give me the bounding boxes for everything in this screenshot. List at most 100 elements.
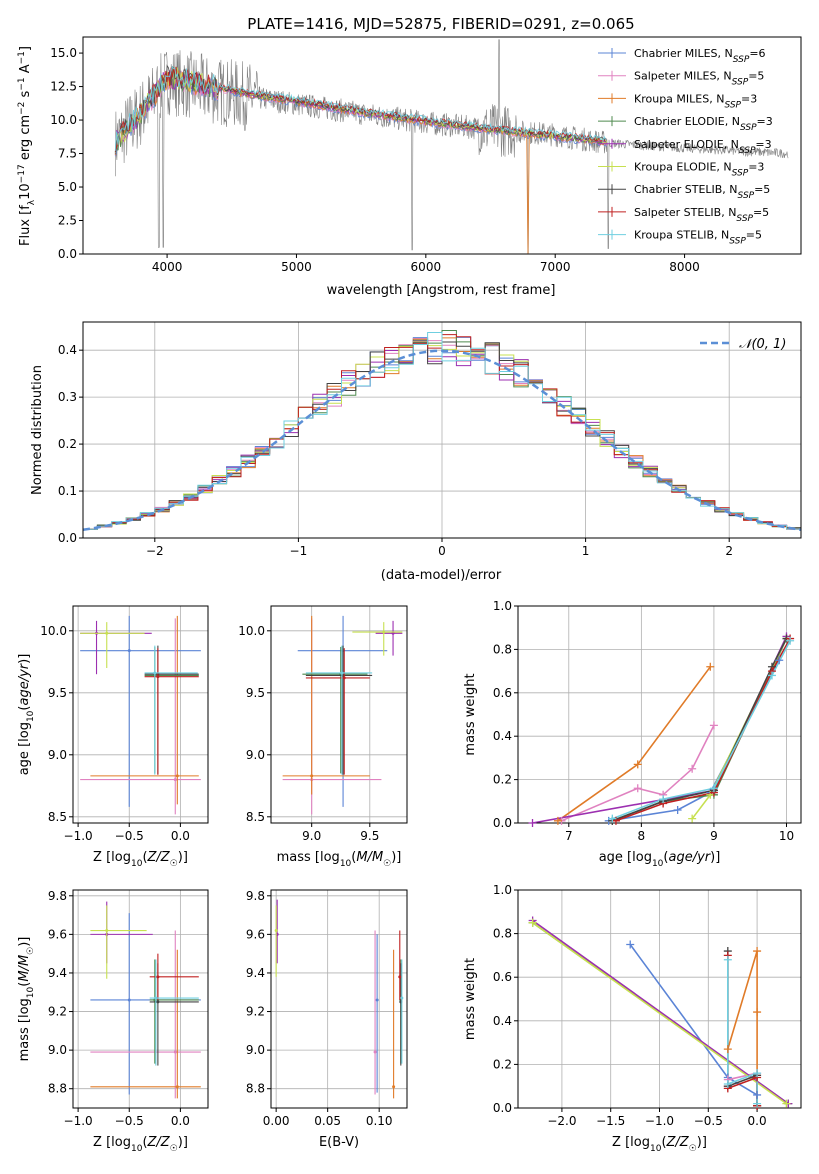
label-part: E(B-V) xyxy=(319,1135,359,1150)
label-part: Chabrier ELODIE, N xyxy=(634,115,740,128)
y-tick-label: 9.2 xyxy=(246,1005,265,1019)
series-line xyxy=(612,638,788,822)
series-marker xyxy=(709,721,718,730)
axes-frame xyxy=(72,889,209,1109)
x-tick-label: 0 xyxy=(438,544,446,558)
data-point xyxy=(398,975,402,979)
label-part: −17 xyxy=(17,164,27,183)
label-part: −1 xyxy=(17,77,27,90)
label-part: SSP xyxy=(732,78,749,88)
y-tick-label: 0.2 xyxy=(58,437,77,451)
series-marker xyxy=(659,795,668,804)
label-part: 10 xyxy=(131,859,143,869)
y-tick-label: 9.0 xyxy=(48,748,67,762)
legend-entry: Salpeter ELODIE, NSSP=3 xyxy=(634,138,772,156)
plot-area xyxy=(83,330,801,532)
legend-entry: Chabrier MILES, NSSP=6 xyxy=(634,47,766,65)
label-part: SSP xyxy=(738,191,755,201)
data-point xyxy=(153,671,157,675)
label-part: Salpeter ELODIE, N xyxy=(634,138,739,151)
data-point xyxy=(156,975,160,979)
series-marker xyxy=(626,940,635,949)
plot-area xyxy=(90,901,201,1099)
series-marker xyxy=(673,805,682,814)
x-tick-label: 7 xyxy=(565,829,573,843)
data-point xyxy=(154,996,158,1000)
y-axis-label: Normed distribution xyxy=(30,365,45,495)
series-line xyxy=(532,919,789,1105)
label-part: ☉ xyxy=(170,859,178,869)
y-tick-label: 0.0 xyxy=(58,531,77,545)
legend-entry: 𝒩(0, 1) xyxy=(739,337,786,352)
label-part: Z/Z xyxy=(666,1135,690,1150)
series-marker xyxy=(753,1090,762,1099)
label-part: age [log xyxy=(17,722,32,775)
x-tick-label: −1 xyxy=(290,544,308,558)
series-marker xyxy=(723,1080,732,1089)
label-part: Z/Z xyxy=(147,850,171,865)
y-tick-label: 0.8 xyxy=(493,642,512,656)
model-spectrum-line xyxy=(114,70,608,156)
label-part: )] xyxy=(710,850,720,865)
y-tick-label: 8.5 xyxy=(48,810,67,824)
label-part: ( xyxy=(661,1135,666,1150)
series-marker xyxy=(528,918,537,927)
series-line xyxy=(727,955,758,1106)
x-tick-label: −2 xyxy=(146,544,164,558)
series-marker xyxy=(688,814,697,823)
y-tick-label: 0.0 xyxy=(58,247,77,261)
data-point xyxy=(175,774,179,778)
label-part: =3 xyxy=(757,115,773,128)
data-point xyxy=(105,631,109,635)
plot-area xyxy=(532,919,789,1106)
series-marker xyxy=(723,1045,732,1054)
label-part: mass [log xyxy=(17,998,32,1061)
y-tick-label: 2.5 xyxy=(58,214,77,228)
mass-age-axes: 9.0 9.5 8.5 9.0 9.5 10.0 xyxy=(238,605,408,843)
x-tick-label: 8 xyxy=(638,829,646,843)
data-spectrum-line xyxy=(115,39,789,253)
chart-title: PLATE=1416, MJD=52875, FIBERID=0291, z=0… xyxy=(247,15,634,33)
label-part: erg cm xyxy=(18,115,33,164)
y-tick-label: 9.0 xyxy=(246,748,265,762)
x-tick-label: 9.5 xyxy=(360,829,379,843)
label-part: age/yr xyxy=(17,662,32,705)
series-marker xyxy=(633,760,642,769)
x-tick-label: −1.0 xyxy=(64,829,93,843)
x-tick-label: 10 xyxy=(779,829,794,843)
label-part: Z/Z xyxy=(147,1135,171,1150)
label-part: ☉ xyxy=(689,1144,697,1154)
label-part: 10 xyxy=(131,1144,143,1154)
y-tick-label: 9.8 xyxy=(48,889,67,903)
data-point xyxy=(173,1050,177,1054)
label-part: A xyxy=(18,64,33,77)
series-marker xyxy=(782,1099,791,1108)
label-part: 10 xyxy=(26,986,36,998)
x-axis-label: Z [log10(Z/Z☉)] xyxy=(612,1135,707,1154)
label-part: )] xyxy=(391,850,401,865)
label-part: age/yr xyxy=(668,850,711,865)
series-marker xyxy=(706,662,715,671)
label-part: )] xyxy=(178,850,188,865)
y-tick-label: 8.5 xyxy=(246,810,265,824)
y-tick-label: 8.8 xyxy=(246,1082,265,1096)
plot-area xyxy=(80,615,201,815)
label-part: SSP xyxy=(733,55,750,65)
y-tick-label: 12.5 xyxy=(50,80,77,94)
z-weight-axes: −2.0 −1.5 −1.0 −0.5 0.0 0.0 0.2 0.4 0.6 0.8 1.0 xyxy=(493,883,802,1128)
y-axis-label: age [log10(age/yr)] xyxy=(17,654,36,776)
y-tick-label: 0.2 xyxy=(493,1057,512,1071)
label-part: SSP xyxy=(740,123,757,133)
y-axis-label: Flux [fλ10−17 erg cm−2 s−1 A−1] xyxy=(17,46,37,246)
y-tick-label: 9.0 xyxy=(48,1043,67,1057)
y-tick-label: 0.4 xyxy=(493,729,512,743)
y-tick-label: 0.0 xyxy=(493,1101,512,1115)
label-part: 10 xyxy=(652,859,664,869)
x-tick-label: −0.5 xyxy=(115,1114,144,1128)
x-axis-label: Z [log10(Z/Z☉)] xyxy=(93,1135,188,1154)
axes-frame xyxy=(82,36,802,255)
label-part: SSP xyxy=(729,237,746,247)
spectrum-axes: 4000 5000 6000 7000 8000 0.0 2.5 5.0 7.5 10.0 12.5… xyxy=(50,36,802,274)
y-tick-label: 9.4 xyxy=(246,966,265,980)
label-part: 10 xyxy=(26,710,36,722)
